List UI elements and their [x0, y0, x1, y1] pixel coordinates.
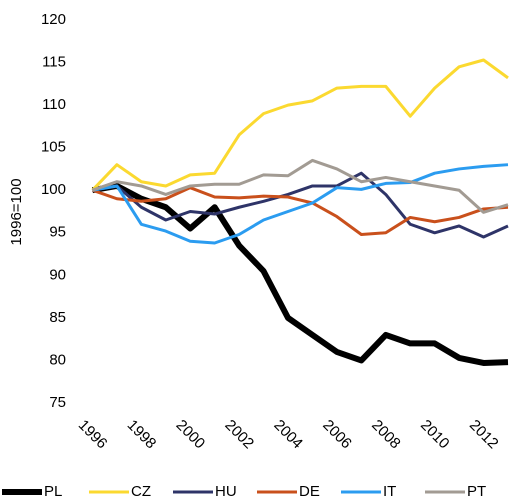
y-tick-label: 75	[49, 394, 66, 411]
x-tick-label: 2000	[173, 417, 209, 453]
y-tick-label: 80	[49, 351, 66, 368]
y-tick-label: 100	[41, 181, 66, 198]
x-tick-label: 2006	[319, 417, 355, 453]
legend-label: DE	[299, 483, 320, 500]
series-line	[92, 171, 509, 239]
x-tick-label: 2010	[417, 417, 453, 453]
y-tick-label: 120	[41, 11, 66, 28]
series-line	[91, 158, 509, 214]
x-tick-label: 2008	[368, 417, 404, 453]
x-tick-label: 2002	[221, 417, 257, 453]
y-tick-label: 95	[49, 224, 66, 241]
y-tick-label: 110	[42, 96, 66, 113]
legend-label: PT	[467, 483, 486, 500]
x-tick-label: 2004	[270, 417, 306, 453]
x-tick-label: 2012	[466, 417, 502, 453]
y-axis-label: 1996=100	[8, 178, 25, 245]
series-line	[91, 58, 509, 192]
y-tick-label: 90	[49, 266, 66, 283]
y-tick-label: 85	[49, 309, 66, 326]
series-line	[92, 163, 509, 245]
legend-label: HU	[215, 483, 237, 500]
y-tick-label: 115	[42, 54, 66, 71]
legend-label: CZ	[131, 483, 151, 500]
x-tick-label: 1998	[124, 417, 160, 453]
legend-label: PL	[44, 483, 62, 500]
series-line	[91, 186, 509, 236]
y-tick-label: 105	[41, 139, 66, 156]
x-tick-label: 1996	[75, 417, 111, 453]
legend-label: IT	[383, 483, 396, 500]
series-line	[91, 182, 509, 366]
